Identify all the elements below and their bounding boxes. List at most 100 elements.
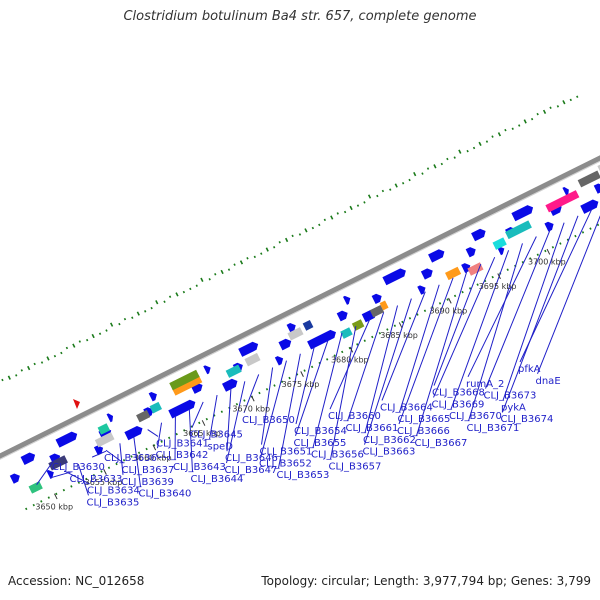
gc-content-mark bbox=[243, 399, 246, 402]
scale-tick-mark bbox=[152, 444, 157, 451]
gene-arrow bbox=[238, 341, 259, 357]
gc-skew-mark bbox=[576, 95, 579, 98]
gc-skew-mark bbox=[27, 365, 31, 371]
scale-tick-label: 3660 kbp bbox=[134, 453, 172, 462]
gene-label: CLJ_B3670 bbox=[449, 411, 502, 422]
gc-content-mark bbox=[288, 376, 291, 380]
gene-arrow-shape bbox=[371, 293, 382, 305]
gene-arrow-shape bbox=[382, 268, 406, 286]
backbone-line bbox=[0, 155, 600, 459]
gc-skew-mark bbox=[208, 278, 211, 281]
gc-skew-mark bbox=[78, 340, 81, 343]
gc-skew-mark bbox=[291, 234, 294, 238]
gene-arrow-shape bbox=[274, 356, 284, 366]
gene-arrow-shape bbox=[593, 183, 600, 194]
label-leader-line bbox=[347, 312, 385, 422]
gc-content-mark bbox=[529, 257, 532, 260]
gene-arrow bbox=[593, 183, 600, 194]
scale-tick-mark bbox=[497, 273, 501, 280]
gene-label: CLJ_B3651 bbox=[260, 447, 313, 458]
gene-label: CLJ_B3656 bbox=[311, 450, 364, 461]
gene-arrow bbox=[465, 247, 476, 258]
gc-skew-mark bbox=[72, 343, 76, 348]
gene-arrow bbox=[420, 268, 433, 280]
gc-skew-mark bbox=[523, 119, 527, 124]
gc-skew-mark bbox=[195, 284, 198, 287]
scale-tick-label: 3655 kbp bbox=[85, 478, 123, 487]
gene-label: rumA_2 bbox=[466, 379, 504, 390]
gc-skew-mark bbox=[426, 167, 430, 170]
feature-block bbox=[149, 401, 163, 414]
gene-arrow bbox=[20, 452, 36, 466]
gc-content-mark bbox=[544, 249, 547, 253]
gc-content-mark bbox=[356, 343, 359, 346]
feature-block bbox=[467, 262, 484, 276]
gc-content-mark bbox=[574, 234, 577, 238]
gene-label: CLJ_B3645 bbox=[190, 430, 243, 441]
gc-skew-mark bbox=[363, 201, 366, 204]
gc-skew-mark bbox=[7, 375, 11, 380]
gc-content-mark bbox=[581, 231, 585, 234]
gene-arrow bbox=[124, 425, 143, 441]
gene-label: CLJ_B3647 bbox=[225, 465, 278, 476]
gc-skew-mark bbox=[98, 332, 102, 335]
gc-skew-mark bbox=[260, 252, 263, 255]
gene-label: CLJ_B3663 bbox=[363, 447, 416, 458]
scale-tick-mark bbox=[349, 346, 354, 353]
label-leader-line bbox=[502, 215, 579, 413]
gc-content-mark bbox=[416, 313, 419, 316]
gc-skew-mark bbox=[394, 183, 398, 188]
gc-content-mark bbox=[468, 287, 472, 290]
feature-block bbox=[445, 266, 462, 281]
feature-block bbox=[492, 237, 507, 250]
genome-summary-text: Topology: circular; Length: 3,977,794 bp… bbox=[261, 574, 591, 588]
gene-arrow-shape bbox=[106, 413, 114, 423]
gc-skew-mark bbox=[569, 98, 572, 102]
gc-content-mark bbox=[333, 354, 336, 357]
label-leader-line bbox=[91, 450, 107, 458]
gc-skew-mark bbox=[497, 132, 502, 137]
gene-label: pykA bbox=[501, 402, 526, 413]
gc-skew-mark bbox=[60, 351, 63, 355]
gene-label: CLJ_B3674 bbox=[501, 414, 554, 425]
gc-skew-mark bbox=[15, 374, 18, 377]
gc-content-mark bbox=[280, 380, 284, 384]
gc-skew-mark bbox=[330, 215, 334, 220]
gene-arrow bbox=[9, 473, 20, 484]
gene-label: CLJ_B3636 bbox=[104, 453, 157, 464]
gene-arrow-shape bbox=[20, 452, 36, 466]
gene-label: CLJ_B3650 bbox=[242, 415, 295, 426]
gc-skew-mark bbox=[491, 135, 494, 138]
gc-skew-mark bbox=[446, 157, 449, 161]
gc-skew-mark bbox=[214, 273, 217, 276]
gene-arrow bbox=[511, 205, 534, 222]
gc-skew-mark bbox=[389, 188, 392, 191]
scale-tick-label: 3680 kbp bbox=[331, 356, 369, 365]
gene-arrow-shape bbox=[143, 407, 154, 418]
gene-arrow bbox=[417, 285, 426, 295]
gc-content-mark bbox=[85, 477, 88, 481]
label-leader-line bbox=[537, 215, 600, 374]
gc-skew-mark bbox=[265, 247, 269, 252]
label-leader-line bbox=[243, 374, 260, 413]
gc-content-mark bbox=[438, 302, 442, 305]
gc-content-mark bbox=[122, 459, 126, 462]
gc-content-mark bbox=[446, 298, 449, 301]
gc-content-mark bbox=[393, 324, 397, 328]
gene-arrow-shape bbox=[307, 329, 336, 350]
gc-skew-mark bbox=[518, 124, 521, 127]
gc-content-mark bbox=[220, 410, 224, 413]
gene-label: CLJ_B3655 bbox=[294, 438, 347, 449]
gc-skew-mark bbox=[343, 210, 347, 214]
label-leader-line bbox=[105, 449, 124, 464]
feature-block bbox=[577, 170, 600, 188]
gc-skew-mark bbox=[381, 189, 385, 193]
label-leader-line bbox=[191, 401, 204, 428]
feature-block bbox=[48, 455, 68, 471]
gc-skew-mark bbox=[278, 241, 281, 244]
gene-arrow bbox=[496, 246, 505, 256]
label-leader-line bbox=[433, 263, 482, 386]
label-leader-line bbox=[77, 463, 89, 496]
feature-block bbox=[287, 327, 304, 341]
